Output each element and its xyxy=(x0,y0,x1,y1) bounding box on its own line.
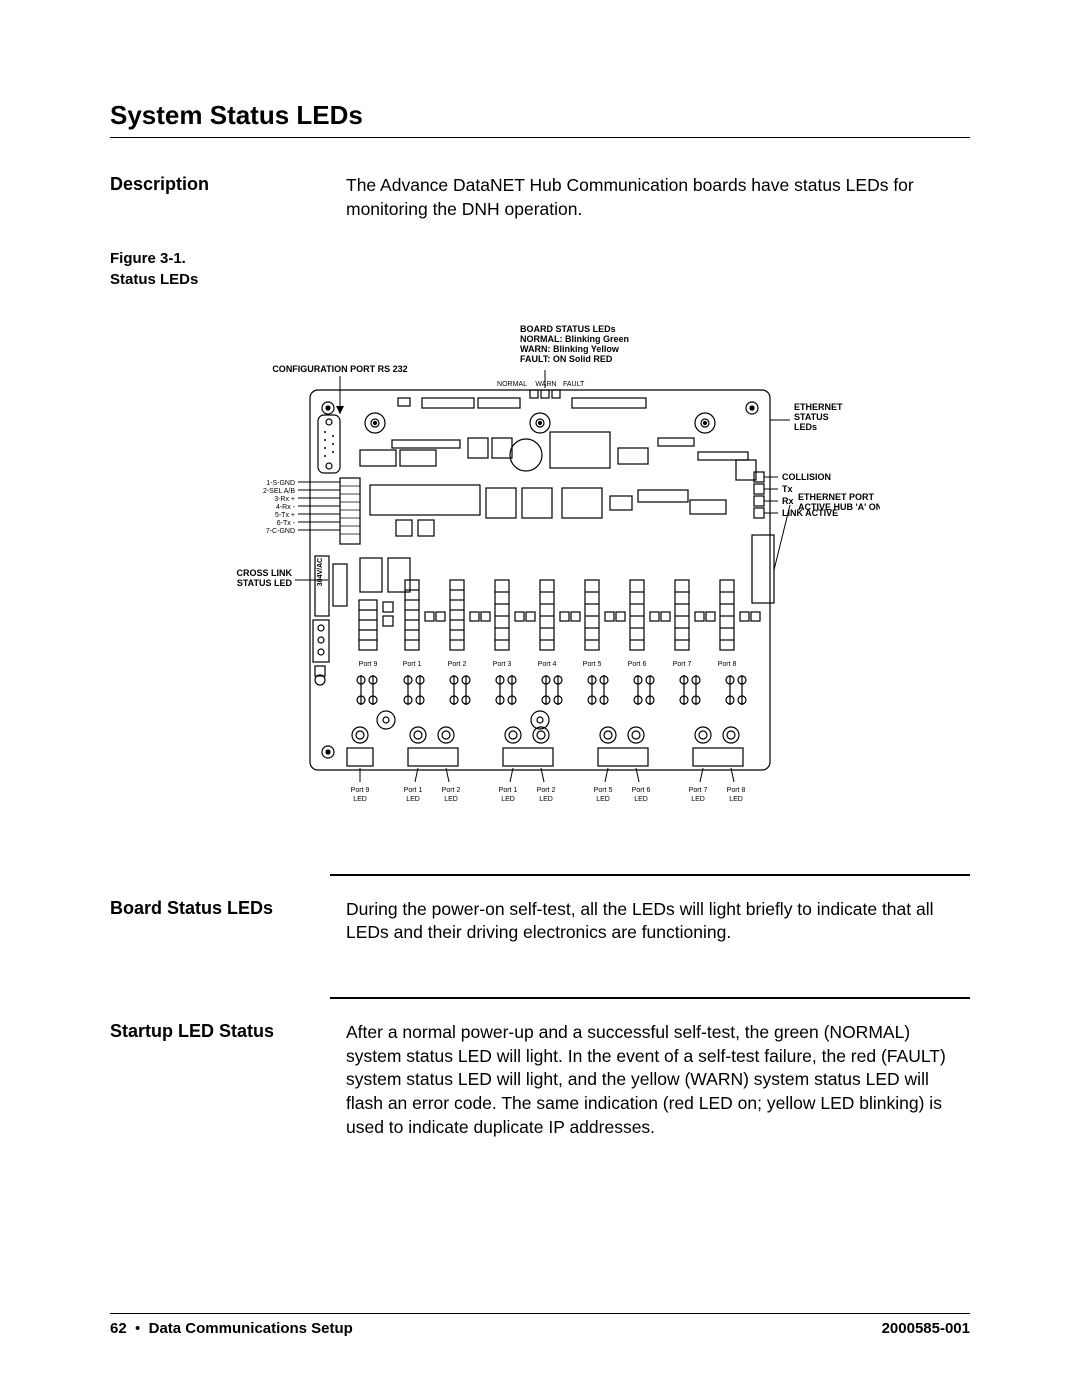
svg-text:LED: LED xyxy=(406,796,420,803)
board-status-label: Board Status LEDs xyxy=(110,898,330,945)
svg-text:Rx: Rx xyxy=(782,496,794,506)
svg-text:CONFIGURATION PORT RS 232: CONFIGURATION PORT RS 232 xyxy=(272,364,407,374)
footer-bullet: • xyxy=(131,1320,149,1337)
svg-text:WARN: Blinking Yellow: WARN: Blinking Yellow xyxy=(520,344,620,354)
svg-text:ETHERNET: ETHERNET xyxy=(794,402,843,412)
svg-text:CROSS LINK: CROSS LINK xyxy=(236,568,292,578)
svg-text:ETHERNET PORT: ETHERNET PORT xyxy=(798,492,875,502)
svg-text:LEDs: LEDs xyxy=(794,422,817,432)
startup-section: Startup LED Status After a normal power-… xyxy=(110,1021,970,1139)
svg-text:Port 2: Port 2 xyxy=(537,787,556,794)
svg-text:7-C-GND: 7-C-GND xyxy=(266,528,295,535)
svg-text:2-SEL A/B: 2-SEL A/B xyxy=(263,488,295,495)
svg-text:4-Rx -: 4-Rx - xyxy=(276,504,296,511)
page-title: System Status LEDs xyxy=(110,100,970,138)
svg-text:Port 2: Port 2 xyxy=(442,787,461,794)
footer-section-title: Data Communications Setup xyxy=(149,1320,353,1337)
svg-text:Tx: Tx xyxy=(782,484,793,494)
svg-text:1-S-GND: 1-S-GND xyxy=(266,480,295,487)
svg-text:Port 8: Port 8 xyxy=(727,787,746,794)
svg-text:STATUS LED: STATUS LED xyxy=(237,578,293,588)
footer-doc-number: 2000585-001 xyxy=(882,1320,970,1337)
description-section: Description The Advance DataNET Hub Comm… xyxy=(110,174,970,221)
svg-text:Port 6: Port 6 xyxy=(632,787,651,794)
svg-text:5-Tx +: 5-Tx + xyxy=(275,512,295,519)
svg-text:LED: LED xyxy=(444,796,458,803)
svg-text:Port 9: Port 9 xyxy=(359,661,378,668)
svg-text:FAULT: ON Solid RED: FAULT: ON Solid RED xyxy=(520,354,613,364)
svg-text:COLLISION: COLLISION xyxy=(782,472,831,482)
startup-text: After a normal power-up and a successful… xyxy=(346,1021,970,1139)
svg-text:Port 1: Port 1 xyxy=(499,787,518,794)
svg-text:NORMAL: NORMAL xyxy=(497,381,527,388)
figure-diagram: 304V/AC xyxy=(110,310,970,850)
svg-text:Port 1: Port 1 xyxy=(403,661,422,668)
figure-caption-line1: Figure 3-1. xyxy=(110,250,186,267)
svg-text:304V/AC: 304V/AC xyxy=(317,558,324,586)
svg-text:3-Rx +: 3-Rx + xyxy=(274,496,295,503)
svg-text:LED: LED xyxy=(596,796,610,803)
svg-text:Port 7: Port 7 xyxy=(689,787,708,794)
svg-text:ACTIVE HUB 'A' ONLY: ACTIVE HUB 'A' ONLY xyxy=(798,502,880,512)
figure-caption-line2: Status LEDs xyxy=(110,271,198,288)
board-status-section: Board Status LEDs During the power-on se… xyxy=(110,898,970,945)
svg-text:LED: LED xyxy=(539,796,553,803)
svg-text:BOARD STATUS LEDs: BOARD STATUS LEDs xyxy=(520,324,616,334)
svg-text:NORMAL: Blinking Green: NORMAL: Blinking Green xyxy=(520,334,629,344)
svg-text:LED: LED xyxy=(353,796,367,803)
description-text: The Advance DataNET Hub Communication bo… xyxy=(346,174,970,221)
svg-text:FAULT: FAULT xyxy=(563,381,585,388)
rule xyxy=(330,874,970,876)
svg-text:Port 1: Port 1 xyxy=(404,787,423,794)
svg-text:Port 7: Port 7 xyxy=(673,661,692,668)
svg-text:Port 6: Port 6 xyxy=(628,661,647,668)
footer-left: 62 • Data Communications Setup xyxy=(110,1320,353,1337)
svg-text:STATUS: STATUS xyxy=(794,412,829,422)
svg-text:LED: LED xyxy=(729,796,743,803)
footer-page-number: 62 xyxy=(110,1320,127,1337)
svg-text:Port 4: Port 4 xyxy=(538,661,557,668)
svg-text:Port 2: Port 2 xyxy=(448,661,467,668)
svg-text:Port 9: Port 9 xyxy=(351,787,370,794)
svg-text:LED: LED xyxy=(691,796,705,803)
svg-text:Port 8: Port 8 xyxy=(718,661,737,668)
rule xyxy=(330,997,970,999)
figure-caption: Figure 3-1. Status LEDs xyxy=(110,249,970,290)
svg-text:Port 5: Port 5 xyxy=(594,787,613,794)
svg-text:6-Tx -: 6-Tx - xyxy=(277,520,296,527)
svg-text:WARN: WARN xyxy=(535,381,556,388)
description-label: Description xyxy=(110,174,330,221)
board-status-text: During the power-on self-test, all the L… xyxy=(346,898,970,945)
svg-text:LED: LED xyxy=(634,796,648,803)
svg-text:LED: LED xyxy=(501,796,515,803)
svg-text:Port 3: Port 3 xyxy=(493,661,512,668)
svg-text:Port 5: Port 5 xyxy=(583,661,602,668)
startup-label: Startup LED Status xyxy=(110,1021,330,1139)
page-footer: 62 • Data Communications Setup 2000585-0… xyxy=(110,1313,970,1337)
